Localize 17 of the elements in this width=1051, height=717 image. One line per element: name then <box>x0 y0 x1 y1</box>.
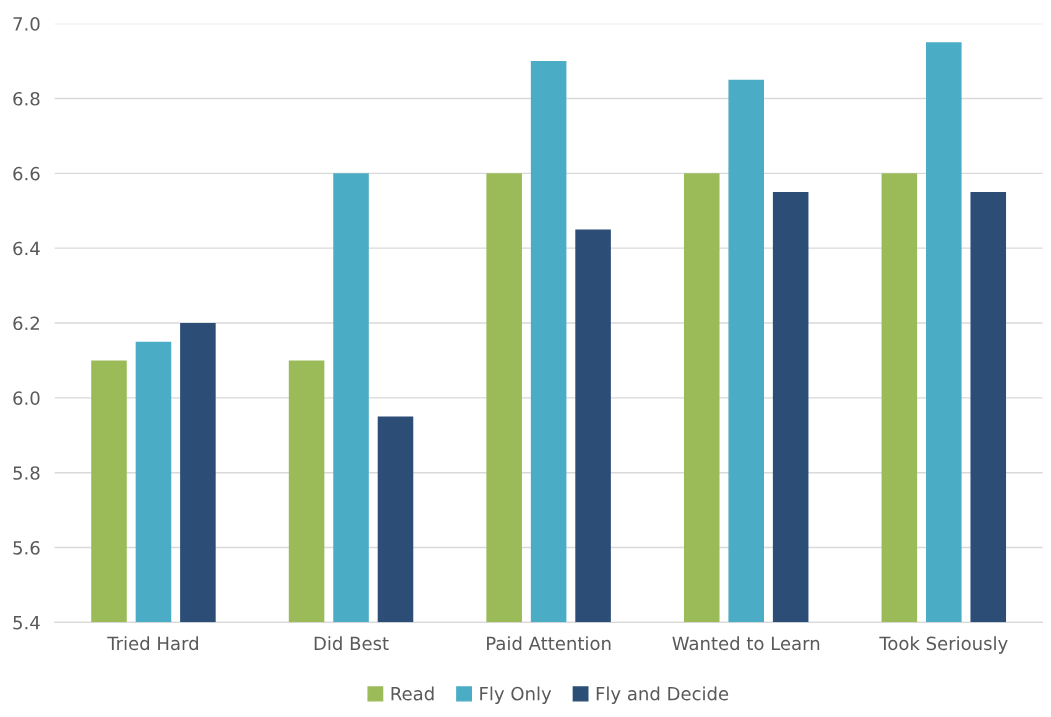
y-tick-label: 5.6 <box>13 540 40 555</box>
y-tick-label: 5.8 <box>13 466 40 480</box>
y-tick-label: 6.4 <box>13 241 40 256</box>
y-tick-label: 7.0 <box>13 17 40 31</box>
y-tick-label: 6.8 <box>13 91 40 106</box>
x-tick-label: Took Seriously <box>879 636 1008 654</box>
legend-label: Read <box>391 686 434 701</box>
y-tick-label: 5.4 <box>13 616 40 630</box>
y-tick-label: 6.2 <box>13 316 39 331</box>
y-tick-label: 6.6 <box>13 166 40 181</box>
x-tick-label: Tried Hard <box>107 636 198 651</box>
x-tick-label: Did Best <box>314 636 389 651</box>
x-tick-label: Wanted to Learn <box>672 636 820 651</box>
x-tick-label: Paid Attention <box>487 636 611 651</box>
y-tick-label: 6.0 <box>13 391 40 405</box>
legend-label: Fly Only <box>480 686 552 704</box>
legend-label: Fly and Decide <box>596 686 729 704</box>
